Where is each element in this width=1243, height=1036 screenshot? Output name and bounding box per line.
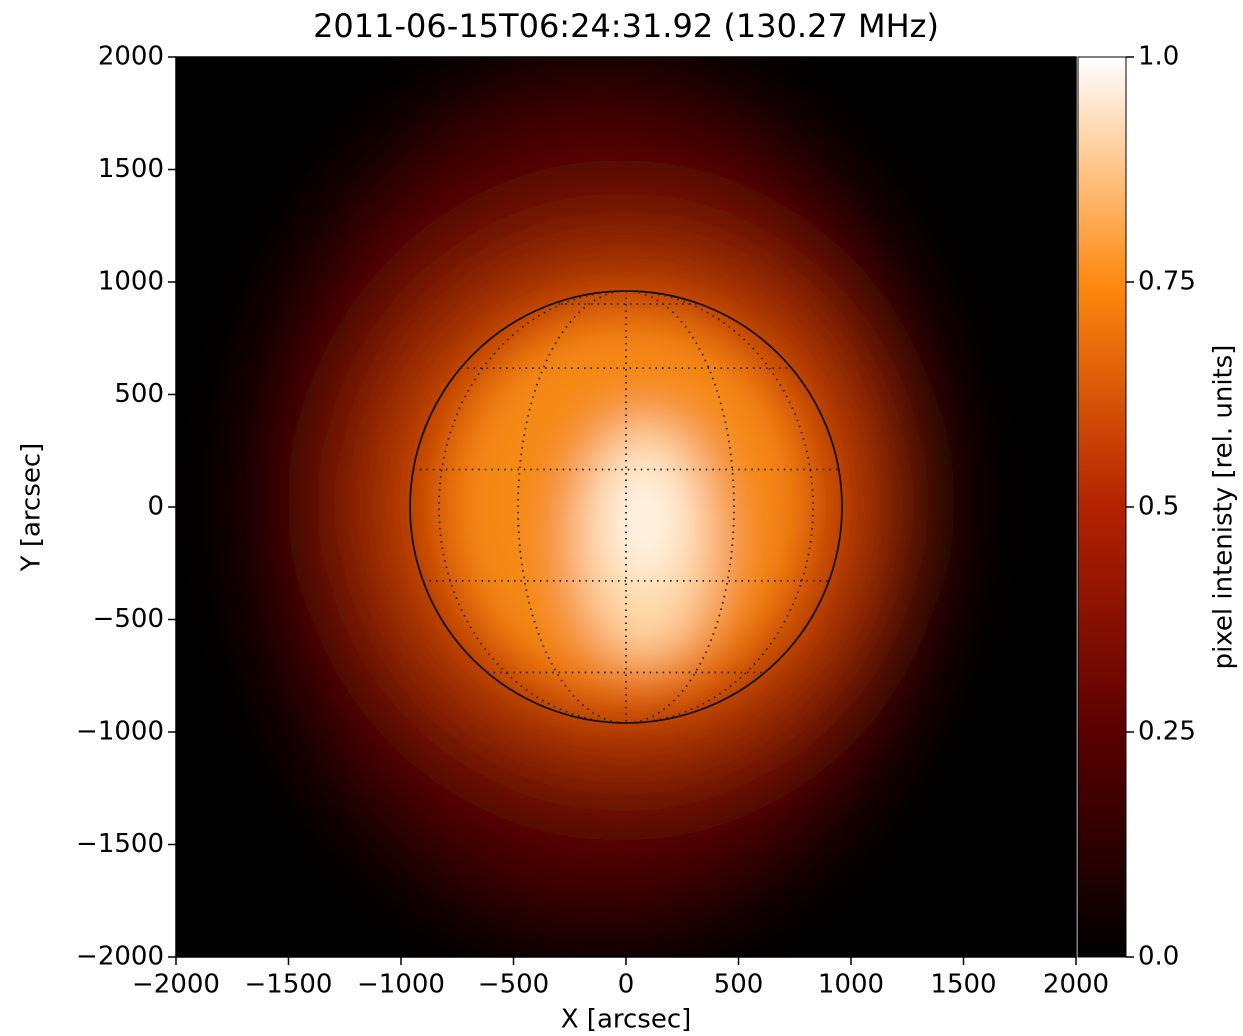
y-tick-label: −1500 bbox=[76, 829, 164, 859]
image bbox=[176, 57, 1076, 957]
x-tick-label: −2000 bbox=[132, 970, 220, 1000]
x-tick-label: 2000 bbox=[1043, 970, 1109, 1000]
x-tick-label: 0 bbox=[618, 970, 635, 1000]
x-tick-label: −500 bbox=[478, 970, 549, 1000]
colorbar-tick-label: 0.5 bbox=[1138, 492, 1179, 522]
x-tick-label: 1500 bbox=[930, 970, 996, 1000]
solar-disk bbox=[409, 290, 843, 724]
colorbar-label: pixel intenisty [rel. units] bbox=[1209, 345, 1239, 670]
x-tick-label: −1000 bbox=[357, 970, 445, 1000]
y-tick-label: 500 bbox=[114, 379, 164, 409]
chart-title: 2011-06-15T06:24:31.92 (130.27 MHz) bbox=[313, 7, 939, 45]
x-tick-label: −1500 bbox=[245, 970, 333, 1000]
y-axis-label: Y [arcsec] bbox=[17, 443, 47, 573]
x-tick-label: 1000 bbox=[818, 970, 884, 1000]
colorbar bbox=[1077, 56, 1127, 958]
x-axis-label: X [arcsec] bbox=[561, 1005, 692, 1035]
y-tick-label: −2000 bbox=[76, 942, 164, 972]
meridian bbox=[625, 290, 814, 724]
y-tick-label: −1000 bbox=[76, 717, 164, 747]
meridian bbox=[625, 290, 735, 724]
colorbar-tick-label: 0.75 bbox=[1138, 267, 1196, 297]
colorbar-tick-label: 0.25 bbox=[1138, 717, 1196, 747]
meridian bbox=[438, 290, 627, 724]
y-tick-label: 2000 bbox=[98, 42, 164, 72]
x-tick-label: 500 bbox=[714, 970, 764, 1000]
colorbar-tick-label: 0.0 bbox=[1138, 942, 1179, 972]
y-tick-label: 1000 bbox=[98, 267, 164, 297]
colorbar-tick-label: 1.0 bbox=[1138, 42, 1179, 72]
y-tick-label: 1500 bbox=[98, 154, 164, 184]
y-tick-label: −500 bbox=[93, 604, 164, 634]
meridian bbox=[517, 290, 627, 724]
y-tick-label: 0 bbox=[147, 492, 164, 522]
